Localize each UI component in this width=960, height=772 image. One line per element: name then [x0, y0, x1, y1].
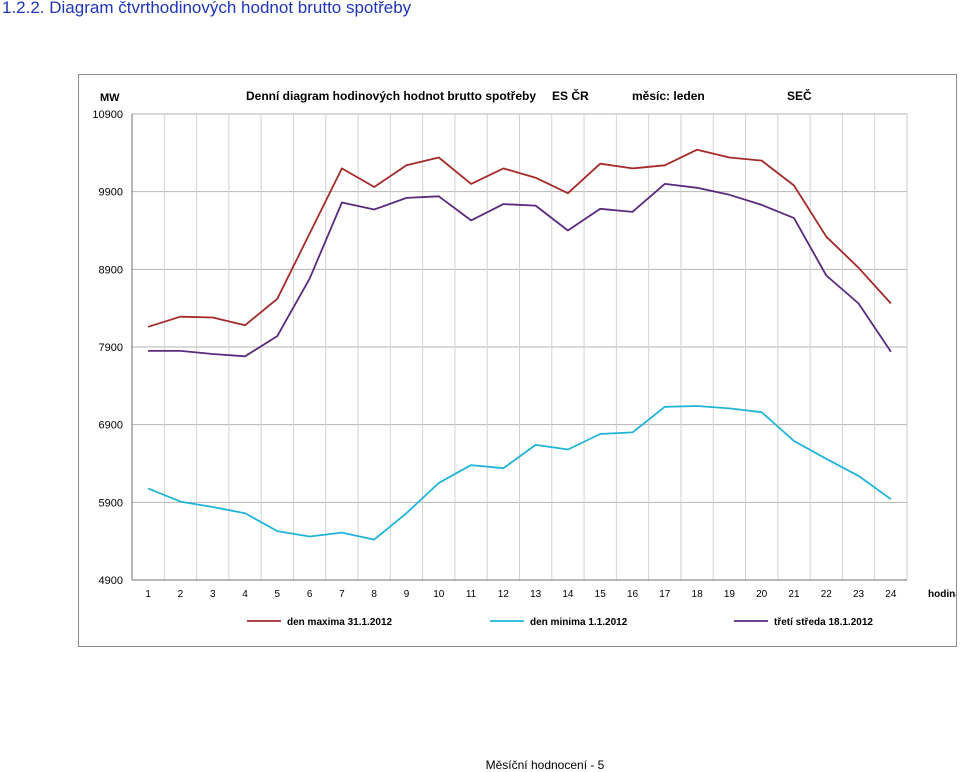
x-tick-label: 18 — [692, 589, 704, 600]
y-tick-label: 5900 — [99, 497, 123, 509]
x-tick-label: 5 — [275, 589, 281, 600]
x-tick-label: 17 — [659, 589, 671, 600]
chart-title-timezone: SEČ — [787, 88, 812, 103]
y-tick-label: 7900 — [99, 342, 123, 354]
x-tick-label: 2 — [178, 589, 184, 600]
x-tick-label: 6 — [307, 589, 313, 600]
series-line — [148, 183, 892, 358]
chart-title-month: měsíc: leden — [632, 89, 705, 103]
legend: den maxima 31.1.2012 den minima 1.1.2012 t… — [247, 617, 873, 628]
x-tick-label: 10 — [433, 589, 445, 600]
x-tick-label: 24 — [885, 589, 897, 600]
x-tick-label: 21 — [788, 589, 800, 600]
y-tick-labels: 10900 9900 8900 7900 6900 5900 4900 — [92, 109, 123, 587]
x-tick-label: 4 — [242, 589, 248, 600]
x-tick-label: 9 — [404, 589, 410, 600]
legend-label: den maxima 31.1.2012 — [287, 617, 393, 628]
x-tick-label: 15 — [595, 589, 607, 600]
y-tick-label: 6900 — [99, 420, 123, 432]
x-tick-label: 23 — [853, 589, 865, 600]
x-tick-label: 7 — [339, 589, 345, 600]
x-axis-label: hodina — [928, 589, 956, 600]
x-tick-label: 20 — [756, 589, 768, 600]
x-tick-label: 14 — [562, 589, 574, 600]
x-tick-label: 12 — [498, 589, 510, 600]
y-tick-label: 10900 — [92, 109, 123, 121]
grid — [131, 113, 908, 581]
legend-label: den minima 1.1.2012 — [530, 617, 628, 628]
y-tick-label: 8900 — [99, 264, 123, 276]
chart-title-system: ES ČR — [552, 88, 589, 103]
x-tick-label: 16 — [627, 589, 639, 600]
chart-title: Denní diagram hodinových hodnot brutto s… — [246, 89, 536, 103]
x-tick-label: 3 — [210, 589, 216, 600]
legend-label: třetí středa 18.1.2012 — [774, 617, 873, 628]
x-tick-label: 13 — [530, 589, 542, 600]
x-tick-labels: 1 2 3 4 5 6 7 8 9 10 11 12 13 14 15 16 17 18 19 20 21 22 23 24 — [145, 589, 896, 600]
section-heading: 1.2.2. Diagram čtvrthodinových hodnot br… — [2, 0, 412, 17]
x-tick-label: 1 — [145, 589, 151, 600]
series-line — [147, 405, 892, 541]
x-tick-label: 19 — [724, 589, 736, 600]
y-axis-label: MW — [100, 92, 120, 104]
x-tick-label: 22 — [821, 589, 833, 600]
series-lines — [147, 148, 892, 541]
y-tick-label: 4900 — [99, 575, 123, 587]
series-line — [147, 148, 892, 328]
x-tick-label: 8 — [371, 589, 377, 600]
y-tick-label: 9900 — [99, 187, 123, 199]
page-footer: Měsíční hodnocení - 5 — [485, 758, 605, 772]
x-tick-label: 11 — [466, 589, 477, 600]
